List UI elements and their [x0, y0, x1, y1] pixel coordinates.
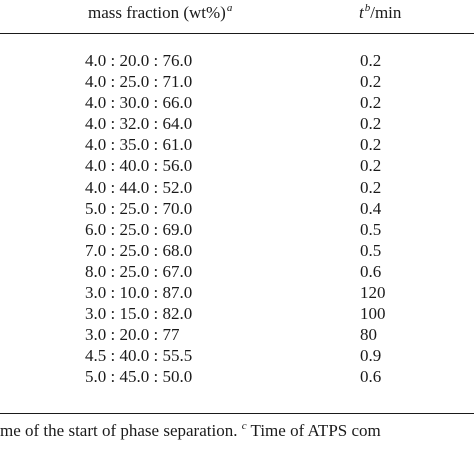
mass-fraction-cell: 4.0 : 32.0 : 64.0: [85, 114, 193, 134]
time-cell: 0.2: [360, 135, 382, 155]
time-cell: 0.2: [360, 72, 382, 92]
time-symbol: t: [359, 3, 364, 22]
mass-fraction-cell: 4.5 : 40.0 : 55.5: [85, 346, 193, 366]
table-row: 3.0 : 10.0 : 87.0 120: [0, 283, 474, 304]
time-cell: 0.2: [360, 177, 382, 197]
table-footnote: me of the start of phase separation. c T…: [0, 421, 474, 443]
footnote-text-before: me of the start of phase separation.: [0, 421, 242, 440]
table-row: 3.0 : 20.0 : 77 80: [0, 325, 474, 346]
time-cell: 0.6: [360, 367, 382, 387]
table-row: 4.0 : 32.0 : 64.0 0.2: [0, 114, 474, 135]
mass-fraction-cell: 4.0 : 20.0 : 76.0: [85, 51, 193, 70]
mass-fraction-header: mass fraction (wt%)a: [88, 2, 233, 25]
mass-fraction-cell: 6.0 : 25.0 : 69.0: [85, 219, 193, 239]
mass-fraction-footnote-mark: a: [226, 2, 233, 14]
time-cell: 120: [360, 283, 386, 303]
mass-fraction-cell: 7.0 : 25.0 : 68.0: [85, 240, 193, 260]
mass-fraction-cell: 3.0 : 10.0 : 87.0: [85, 283, 193, 303]
time-cell: 0.2: [360, 93, 382, 113]
time-cell: 0.2: [360, 156, 382, 176]
mass-fraction-cell: 5.0 : 25.0 : 70.0: [85, 198, 193, 218]
table-row: 4.0 : 44.0 : 52.0 0.2: [0, 178, 474, 199]
mass-fraction-cell: 3.0 : 20.0 : 77: [85, 325, 180, 345]
mass-fraction-cell: 4.0 : 40.0 : 56.0: [85, 156, 193, 176]
mass-fraction-label: mass fraction (wt%): [88, 3, 226, 22]
time-footnote-mark: b: [364, 2, 371, 14]
table-header: mass fraction (wt%)a tb/min: [0, 0, 474, 24]
mass-fraction-cell: 4.0 : 44.0 : 52.0: [85, 177, 193, 197]
time-cell: 0.9: [360, 346, 382, 366]
table-row: 4.0 : 25.0 : 71.0 0.2: [0, 72, 474, 93]
table-row: 6.0 : 25.0 : 69.0 0.5: [0, 220, 474, 241]
table-row: 4.0 : 30.0 : 66.0 0.2: [0, 93, 474, 114]
time-header: tb/min: [359, 2, 402, 25]
bottom-rule: [0, 413, 474, 414]
mass-fraction-cell: 4.0 : 30.0 : 66.0: [85, 93, 193, 113]
footnote-mark-c: c: [241, 421, 247, 432]
time-cell: 0.5: [360, 219, 382, 239]
mass-fraction-cell: 5.0 : 45.0 : 50.0: [85, 367, 193, 387]
table-row: 4.0 : 40.0 : 56.0 0.2: [0, 156, 474, 177]
table-row: 4.0 : 35.0 : 61.0 0.2: [0, 135, 474, 156]
time-cell: 0.2: [360, 51, 382, 70]
table-row: 5.0 : 25.0 : 70.0 0.4: [0, 199, 474, 220]
table-row: 5.0 : 45.0 : 50.0 0.6: [0, 367, 474, 388]
time-cell: 100: [360, 304, 386, 324]
footnote-text-after: Time of ATPS com: [246, 421, 381, 440]
table-row: 7.0 : 25.0 : 68.0 0.5: [0, 241, 474, 262]
mass-fraction-cell: 3.0 : 15.0 : 82.0: [85, 304, 193, 324]
table-row: 4.5 : 40.0 : 55.5 0.9: [0, 346, 474, 367]
table-row: 8.0 : 25.0 : 67.0 0.6: [0, 262, 474, 283]
time-cell: 80: [360, 325, 377, 345]
time-cell: 0.5: [360, 240, 382, 260]
table-row: 3.0 : 15.0 : 82.0 100: [0, 304, 474, 325]
header-rule: [0, 33, 474, 34]
mass-fraction-cell: 4.0 : 25.0 : 71.0: [85, 72, 193, 92]
table-row: 4.0 : 20.0 : 76.0 0.2: [0, 51, 474, 72]
mass-fraction-cell: 4.0 : 35.0 : 61.0: [85, 135, 193, 155]
table-body: 4.0 : 20.0 : 76.0 0.2 4.0 : 25.0 : 71.0 0.2…: [0, 51, 474, 389]
time-cell: 0.2: [360, 114, 382, 134]
time-unit: /min: [370, 3, 402, 22]
time-cell: 0.6: [360, 261, 382, 281]
time-cell: 0.4: [360, 198, 382, 218]
mass-fraction-cell: 8.0 : 25.0 : 67.0: [85, 261, 193, 281]
